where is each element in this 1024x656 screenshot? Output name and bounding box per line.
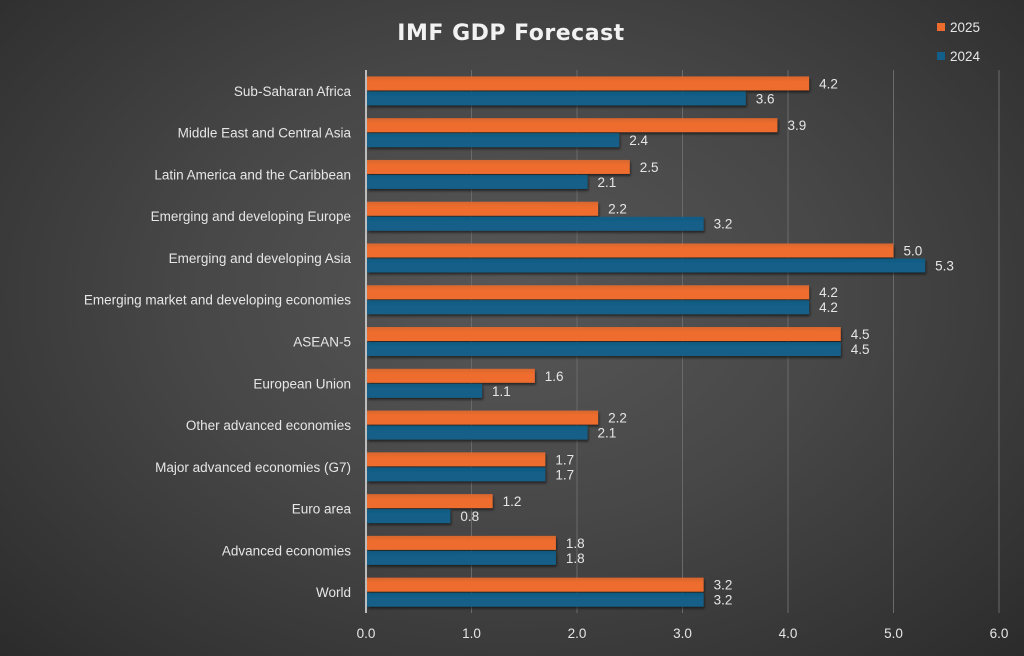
data-label-2024: 1.8 (566, 551, 585, 566)
bar-2024[interactable] (367, 258, 926, 273)
bar-2025[interactable] (367, 327, 841, 341)
data-label-2024: 2.4 (629, 133, 648, 148)
gridlines (471, 70, 1000, 613)
bar-2024[interactable] (367, 425, 588, 440)
category-labels: Sub-Saharan Africa Middle East and Centra… (84, 84, 352, 600)
bar-2024[interactable] (367, 342, 841, 356)
bar-2025[interactable] (367, 201, 599, 216)
data-label-2024: 4.5 (851, 342, 870, 357)
bar-2025[interactable] (367, 410, 599, 425)
legend: 2025 2024 (937, 20, 981, 64)
category-label: European Union (253, 376, 351, 391)
bars (367, 76, 926, 607)
data-label-2024: 2.1 (598, 426, 617, 441)
data-label-2025: 1.8 (566, 536, 585, 551)
legend-label-2025: 2025 (950, 20, 980, 35)
bar-2024[interactable] (367, 550, 556, 565)
data-label-2025: 1.7 (555, 452, 574, 467)
category-label: Emerging and developing Asia (169, 251, 352, 266)
x-tick-label: 0.0 (357, 626, 376, 641)
x-tick-label: 2.0 (568, 626, 587, 641)
data-label-2025: 2.5 (640, 160, 659, 175)
data-label-2025: 2.2 (608, 411, 627, 426)
legend-swatch-2024 (937, 52, 945, 60)
category-label: ASEAN-5 (293, 335, 351, 350)
x-tick-label: 3.0 (673, 626, 692, 641)
data-label-2025: 2.2 (608, 202, 627, 217)
category-label: Middle East and Central Asia (178, 126, 352, 141)
category-label: Other advanced economies (186, 418, 351, 433)
data-label-2024: 5.3 (935, 258, 954, 273)
bar-2024[interactable] (367, 133, 620, 148)
data-label-2025: 4.2 (819, 285, 838, 300)
bar-2025[interactable] (367, 494, 493, 509)
legend-item-2024[interactable]: 2024 (937, 49, 981, 64)
category-label: Emerging and developing Europe (151, 209, 351, 224)
bar-2025[interactable] (367, 285, 810, 300)
data-label-2024: 1.7 (555, 467, 574, 482)
bar-2025[interactable] (367, 535, 556, 550)
data-label-2025: 3.9 (787, 118, 806, 133)
category-label: Advanced economies (222, 543, 351, 558)
bar-2024[interactable] (367, 91, 746, 106)
data-label-2025: 3.2 (714, 578, 733, 593)
bar-2025[interactable] (367, 577, 704, 592)
legend-item-2025[interactable]: 2025 (937, 20, 980, 35)
chart-title: IMF GDP Forecast (397, 21, 624, 46)
bar-2024[interactable] (367, 300, 810, 315)
data-label-2024: 1.1 (492, 384, 511, 399)
category-label: World (316, 585, 351, 600)
x-tick-label: 5.0 (884, 626, 903, 641)
x-axis-ticks: 0.0 1.0 2.0 3.0 4.0 5.0 6.0 (357, 626, 1009, 641)
bar-2024[interactable] (367, 509, 451, 524)
bar-2025[interactable] (367, 76, 810, 91)
data-label-2024: 3.2 (714, 593, 733, 608)
data-label-2024: 2.1 (598, 175, 617, 190)
bar-2024[interactable] (367, 467, 546, 482)
bar-2024[interactable] (367, 592, 704, 607)
data-label-2024: 4.2 (819, 300, 838, 315)
data-label-2024: 3.2 (714, 217, 733, 232)
data-labels: 4.23.63.92.42.52.12.23.25.05.34.24.24.54… (460, 76, 954, 607)
bar-2025[interactable] (367, 243, 894, 258)
bar-2025[interactable] (367, 368, 535, 383)
category-label: Major advanced economies (G7) (155, 460, 351, 475)
category-label: Emerging market and developing economies (84, 293, 351, 308)
bar-2024[interactable] (367, 383, 483, 398)
data-label-2025: 1.6 (545, 369, 564, 384)
data-label-2024: 3.6 (756, 91, 775, 106)
data-label-2025: 4.2 (819, 76, 838, 91)
category-label: Sub-Saharan Africa (234, 84, 352, 99)
x-tick-label: 4.0 (779, 626, 798, 641)
x-tick-label: 6.0 (990, 626, 1009, 641)
bar-2025[interactable] (367, 159, 630, 174)
category-label: Euro area (292, 502, 352, 517)
bar-2025[interactable] (367, 452, 546, 467)
x-tick-label: 1.0 (462, 626, 481, 641)
bar-2024[interactable] (367, 216, 704, 231)
data-label-2025: 1.2 (503, 494, 522, 509)
legend-label-2024: 2024 (950, 49, 981, 64)
legend-swatch-2025 (937, 23, 945, 31)
bar-2024[interactable] (367, 174, 588, 189)
data-label-2025: 4.5 (851, 327, 870, 342)
data-label-2025: 5.0 (904, 243, 923, 258)
bar-2025[interactable] (367, 118, 778, 133)
category-label: Latin America and the Caribbean (154, 167, 351, 182)
data-label-2024: 0.8 (460, 509, 479, 524)
